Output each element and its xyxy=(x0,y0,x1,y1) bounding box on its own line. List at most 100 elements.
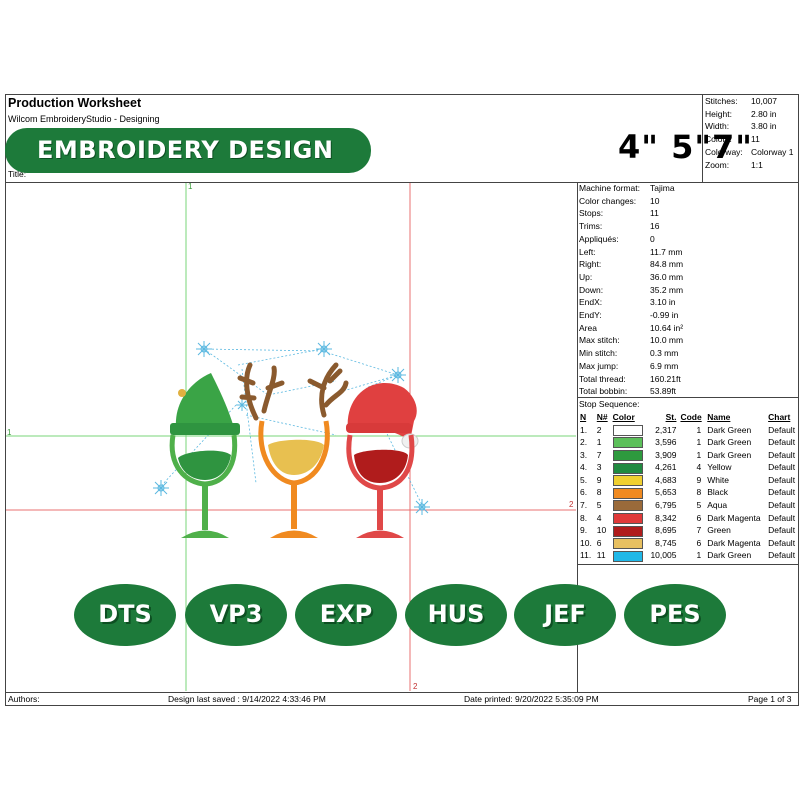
summary-label: Colors: xyxy=(705,134,732,145)
machine-info-label: Max stitch: xyxy=(579,335,620,346)
stop-nnum: 6 xyxy=(596,537,602,548)
col-n: N xyxy=(580,412,587,423)
machine-info: Machine format: Tajima Color changes: 10 Sto… xyxy=(579,182,683,398)
stop-stitches: 8,695 xyxy=(655,525,677,536)
stop-name: Dark Green xyxy=(707,449,752,460)
machine-info-row: Total bobbin: 53.89ft xyxy=(579,385,683,398)
stop-stitches: 2,317 xyxy=(655,424,677,435)
machine-info-label: Appliqués: xyxy=(579,233,619,244)
stop-nnum: 7 xyxy=(596,449,602,460)
format-badge-pes: PES xyxy=(624,584,726,646)
machine-info-label: Down: xyxy=(579,284,604,295)
color-swatch xyxy=(612,437,643,449)
stop-n: 8. xyxy=(580,512,588,523)
stop-nnum: 10 xyxy=(596,525,607,536)
worksheet-frame xyxy=(5,94,799,706)
machine-info-label: Min stitch: xyxy=(579,348,618,359)
divider xyxy=(577,564,799,565)
machine-info-value: 53.89ft xyxy=(650,386,676,397)
machine-info-row: EndX: 3.10 in xyxy=(579,296,683,309)
machine-info-label: Total thread: xyxy=(579,373,626,384)
summary-stats: Stitches: 10,007 Height: 2.80 in Width: 3.80 … xyxy=(705,95,794,171)
machine-info-value: 11 xyxy=(650,208,659,219)
guide-label-top: 1 xyxy=(188,183,193,191)
stop-color xyxy=(611,499,647,512)
summary-label: Colorway: xyxy=(705,146,743,157)
machine-info-value: 10 xyxy=(650,195,660,206)
col-code: Code xyxy=(680,412,702,423)
summary-value: 2.80 in xyxy=(751,108,777,119)
stop-chart: Default xyxy=(768,424,796,435)
summary-row: Stitches: 10,007 xyxy=(705,95,794,108)
stop-color xyxy=(611,474,647,487)
machine-info-label: Trims: xyxy=(579,221,603,232)
machine-info-value: 0.3 mm xyxy=(650,348,679,359)
stop-name: Aqua xyxy=(707,500,728,511)
stop-stitches: 8,342 xyxy=(655,512,677,523)
stop-nnum: 1 xyxy=(596,437,602,448)
machine-info-row: Appliqués: 0 xyxy=(579,233,683,246)
machine-info-row: Total thread: 160.21ft xyxy=(579,373,683,386)
snowflake-markers xyxy=(153,341,430,515)
color-swatch xyxy=(612,550,643,562)
divider xyxy=(577,182,578,692)
machine-info-value: 35.2 mm xyxy=(650,284,684,295)
machine-info-row: Up: 36.0 mm xyxy=(579,271,683,284)
col-name: Name xyxy=(707,412,731,423)
machine-info-row: Machine format: Tajima xyxy=(579,182,683,195)
machine-info-label: Area xyxy=(579,322,597,333)
machine-info-label: Max jump: xyxy=(579,360,619,371)
machine-info-value: Tajima xyxy=(650,183,675,193)
stop-name: Dark Green xyxy=(707,437,752,448)
stop-row: 11. 11 10,005 1 Dark Green Default xyxy=(578,549,799,562)
stop-nnum: 11 xyxy=(596,550,606,561)
authors-label: Authors: xyxy=(8,694,40,704)
color-swatch xyxy=(612,512,643,524)
machine-info-label: Right: xyxy=(579,259,602,270)
stop-name: Yellow xyxy=(707,462,732,473)
stop-nnum: 8 xyxy=(596,487,602,498)
color-swatch xyxy=(612,525,643,537)
stop-chart: Default xyxy=(768,474,796,485)
machine-info-row: Min stitch: 0.3 mm xyxy=(579,347,683,360)
stop-n: 10. xyxy=(580,537,592,548)
stop-chart: Default xyxy=(768,449,796,460)
stop-color xyxy=(611,537,647,550)
stop-color xyxy=(611,549,647,562)
summary-value: Colorway 1 xyxy=(751,146,794,157)
guide-label-left: 1 xyxy=(7,428,12,437)
color-swatch xyxy=(612,424,643,436)
red-glass-santa-hat xyxy=(346,382,419,538)
stop-code: 5 xyxy=(696,500,702,511)
stop-row: 1. 2 2,317 1 Dark Green Default xyxy=(578,424,799,437)
stop-code: 4 xyxy=(696,462,702,473)
machine-info-row: EndY: -0.99 in xyxy=(579,309,683,322)
stop-chart: Default xyxy=(768,537,796,548)
col-nnum: N# xyxy=(596,412,608,423)
stop-row: 10. 6 8,745 6 Dark Magenta Default xyxy=(578,537,799,550)
page-number: Page 1 of 3 xyxy=(748,694,792,704)
stop-name: Dark Green xyxy=(707,550,752,561)
stop-code: 1 xyxy=(696,437,702,448)
guide-label-bottom: 2 xyxy=(413,682,418,691)
machine-info-value: 10.0 mm xyxy=(650,335,684,346)
stop-stitches: 10,005 xyxy=(650,550,677,561)
stop-n: 4. xyxy=(580,462,588,473)
machine-info-label: EndX: xyxy=(579,297,603,308)
machine-info-value: 10.64 in² xyxy=(650,322,684,333)
stop-color xyxy=(611,461,647,474)
stop-stitches: 3,909 xyxy=(655,449,677,460)
stop-nnum: 9 xyxy=(596,474,602,485)
stop-chart: Default xyxy=(768,550,796,561)
machine-info-value: 6.9 mm xyxy=(650,360,679,371)
design-canvas: 1 1 2 2 xyxy=(6,183,576,691)
stop-color xyxy=(611,512,647,525)
stop-n: 1. xyxy=(580,424,588,435)
stop-color xyxy=(611,486,647,499)
hoop-sizes: 4" 5"7" xyxy=(618,128,753,166)
stop-row: 5. 9 4,683 9 White Default xyxy=(578,474,799,487)
stop-n: 7. xyxy=(580,500,588,511)
summary-value: 10,007 xyxy=(751,96,777,106)
summary-row: Colorway: Colorway 1 xyxy=(705,146,794,159)
stop-code: 1 xyxy=(696,449,702,460)
